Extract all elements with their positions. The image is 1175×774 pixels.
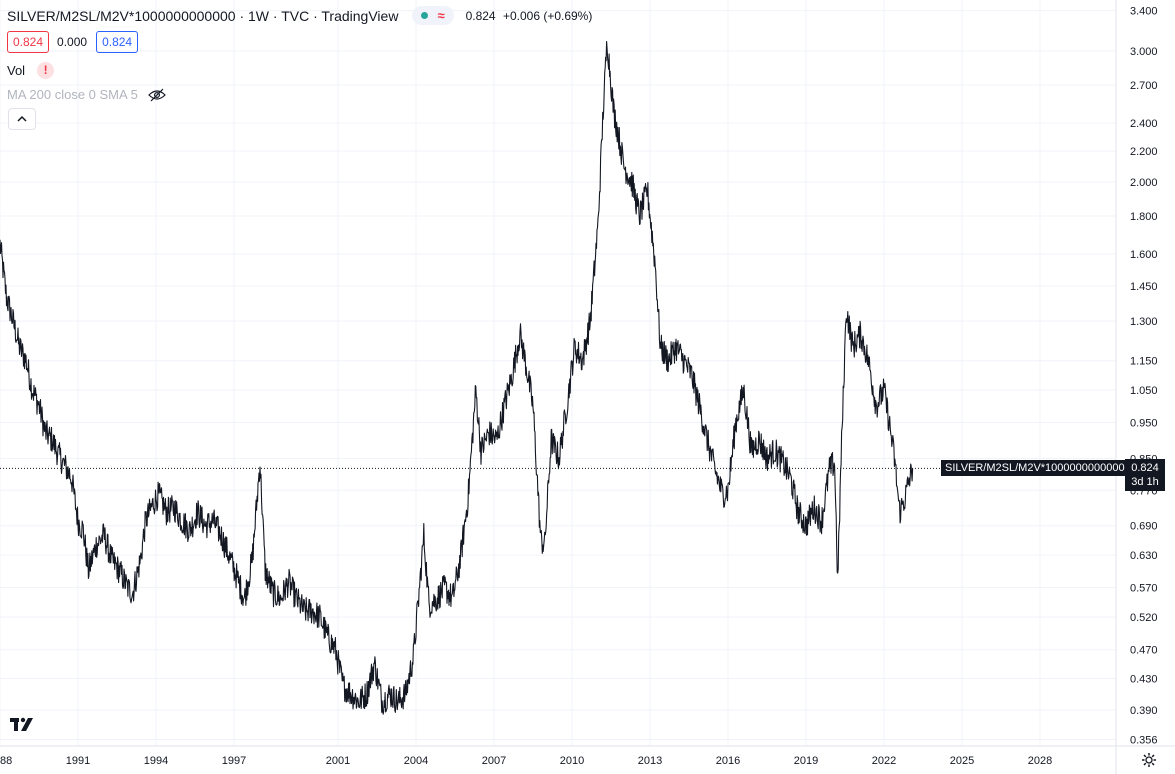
time-tick-label: 2022 xyxy=(872,755,896,767)
collapse-legend-button[interactable] xyxy=(8,108,36,130)
price-tick-label: 1.600 xyxy=(1130,249,1158,261)
tradingview-logo-icon[interactable] xyxy=(8,712,36,736)
price-tick-label: 0.430 xyxy=(1130,673,1158,685)
series-name-tag: SILVER/M2SL/M2V*1000000000000 xyxy=(941,460,1129,476)
price-tick-label: 1.800 xyxy=(1130,211,1158,223)
price-tick-label: 2.200 xyxy=(1130,146,1158,158)
chevron-up-icon xyxy=(17,115,27,122)
time-tick-label: 2028 xyxy=(1028,755,1052,767)
eye-slash-icon[interactable] xyxy=(147,88,166,102)
last-price: 0.824 +0.006 (+0.69%) xyxy=(466,9,593,23)
price-tick-label: 1.050 xyxy=(1130,385,1158,397)
indicator-legend[interactable]: MA 200 close 0 SMA 5 xyxy=(7,87,166,102)
buy-button[interactable]: 0.824 xyxy=(96,31,139,53)
price-tick-label: 0.356 xyxy=(1130,734,1158,746)
change-value: +0.006 (+0.69%) xyxy=(502,8,593,23)
status-pill[interactable]: ≈ xyxy=(412,6,454,25)
price-tick-label: 0.520 xyxy=(1130,612,1158,624)
gear-icon[interactable] xyxy=(1141,752,1157,768)
price-tick-label: 1.300 xyxy=(1130,316,1158,328)
price-tick-label: 0.690 xyxy=(1130,521,1158,533)
time-tick-label: 1994 xyxy=(144,755,168,767)
time-tick-label: 2010 xyxy=(560,755,584,767)
price-tick-label: 3.400 xyxy=(1130,6,1158,18)
time-tick-label: 2016 xyxy=(716,755,740,767)
last-price-tag: 0.824 3d 1h xyxy=(1125,459,1165,491)
price-tick-label: 1.150 xyxy=(1130,356,1158,368)
market-status-icon xyxy=(421,12,429,19)
price-tick-label: 2.700 xyxy=(1130,80,1158,92)
grid xyxy=(0,0,1116,746)
price-axis: 0.356 0.390 0.430 0.470 0.520 0.570 0.630 0.690… xyxy=(1130,6,1158,747)
volume-legend[interactable]: Vol ! xyxy=(7,62,55,79)
chart-legend-header: SILVER/M2SL/M2V*1000000000000 · 1W · TVC… xyxy=(7,6,592,25)
time-axis: 1988 1991 1994 1997 2001 2004 2007 2010 2013 2016… xyxy=(0,755,1052,767)
last-price-tag-value: 0.824 xyxy=(1131,462,1159,474)
price-tick-label: 2.400 xyxy=(1130,118,1158,130)
countdown-label: 3d 1h xyxy=(1131,476,1159,488)
last-value: 0.824 xyxy=(465,8,496,23)
data-delay-icon: ≈ xyxy=(437,8,445,23)
warning-icon[interactable]: ! xyxy=(37,62,55,79)
price-series-line xyxy=(0,40,914,715)
symbol-title[interactable]: SILVER/M2SL/M2V*1000000000000 · 1W · TVC… xyxy=(7,7,399,24)
price-tick-label: 0.470 xyxy=(1130,645,1158,657)
spread-value: 0.000 xyxy=(57,35,88,49)
time-tick-label: 2004 xyxy=(404,755,428,767)
price-tick-label: 0.390 xyxy=(1130,705,1158,717)
time-tick-label: 2007 xyxy=(482,755,506,767)
time-tick-label: 1988 xyxy=(0,755,12,767)
time-tick-label: 2013 xyxy=(638,755,662,767)
price-series xyxy=(0,40,914,715)
time-tick-label: 2019 xyxy=(794,755,818,767)
time-tick-label: 2001 xyxy=(326,755,350,767)
bid-ask-row: 0.824 0.000 0.824 xyxy=(7,31,139,53)
time-tick-label: 1997 xyxy=(222,755,246,767)
time-tick-label: 2025 xyxy=(950,755,974,767)
price-tick-label: 0.950 xyxy=(1130,417,1158,429)
sell-button[interactable]: 0.824 xyxy=(7,31,50,53)
price-tick-label: 1.450 xyxy=(1130,281,1158,293)
price-tick-label: 0.570 xyxy=(1130,582,1158,594)
time-tick-label: 1991 xyxy=(66,755,90,767)
price-tick-label: 2.000 xyxy=(1130,177,1158,189)
price-tick-label: 3.000 xyxy=(1130,46,1158,58)
volume-label: Vol xyxy=(7,63,26,78)
indicator-label: MA 200 close 0 SMA 5 xyxy=(7,87,138,102)
price-tick-label: 0.630 xyxy=(1130,550,1158,562)
